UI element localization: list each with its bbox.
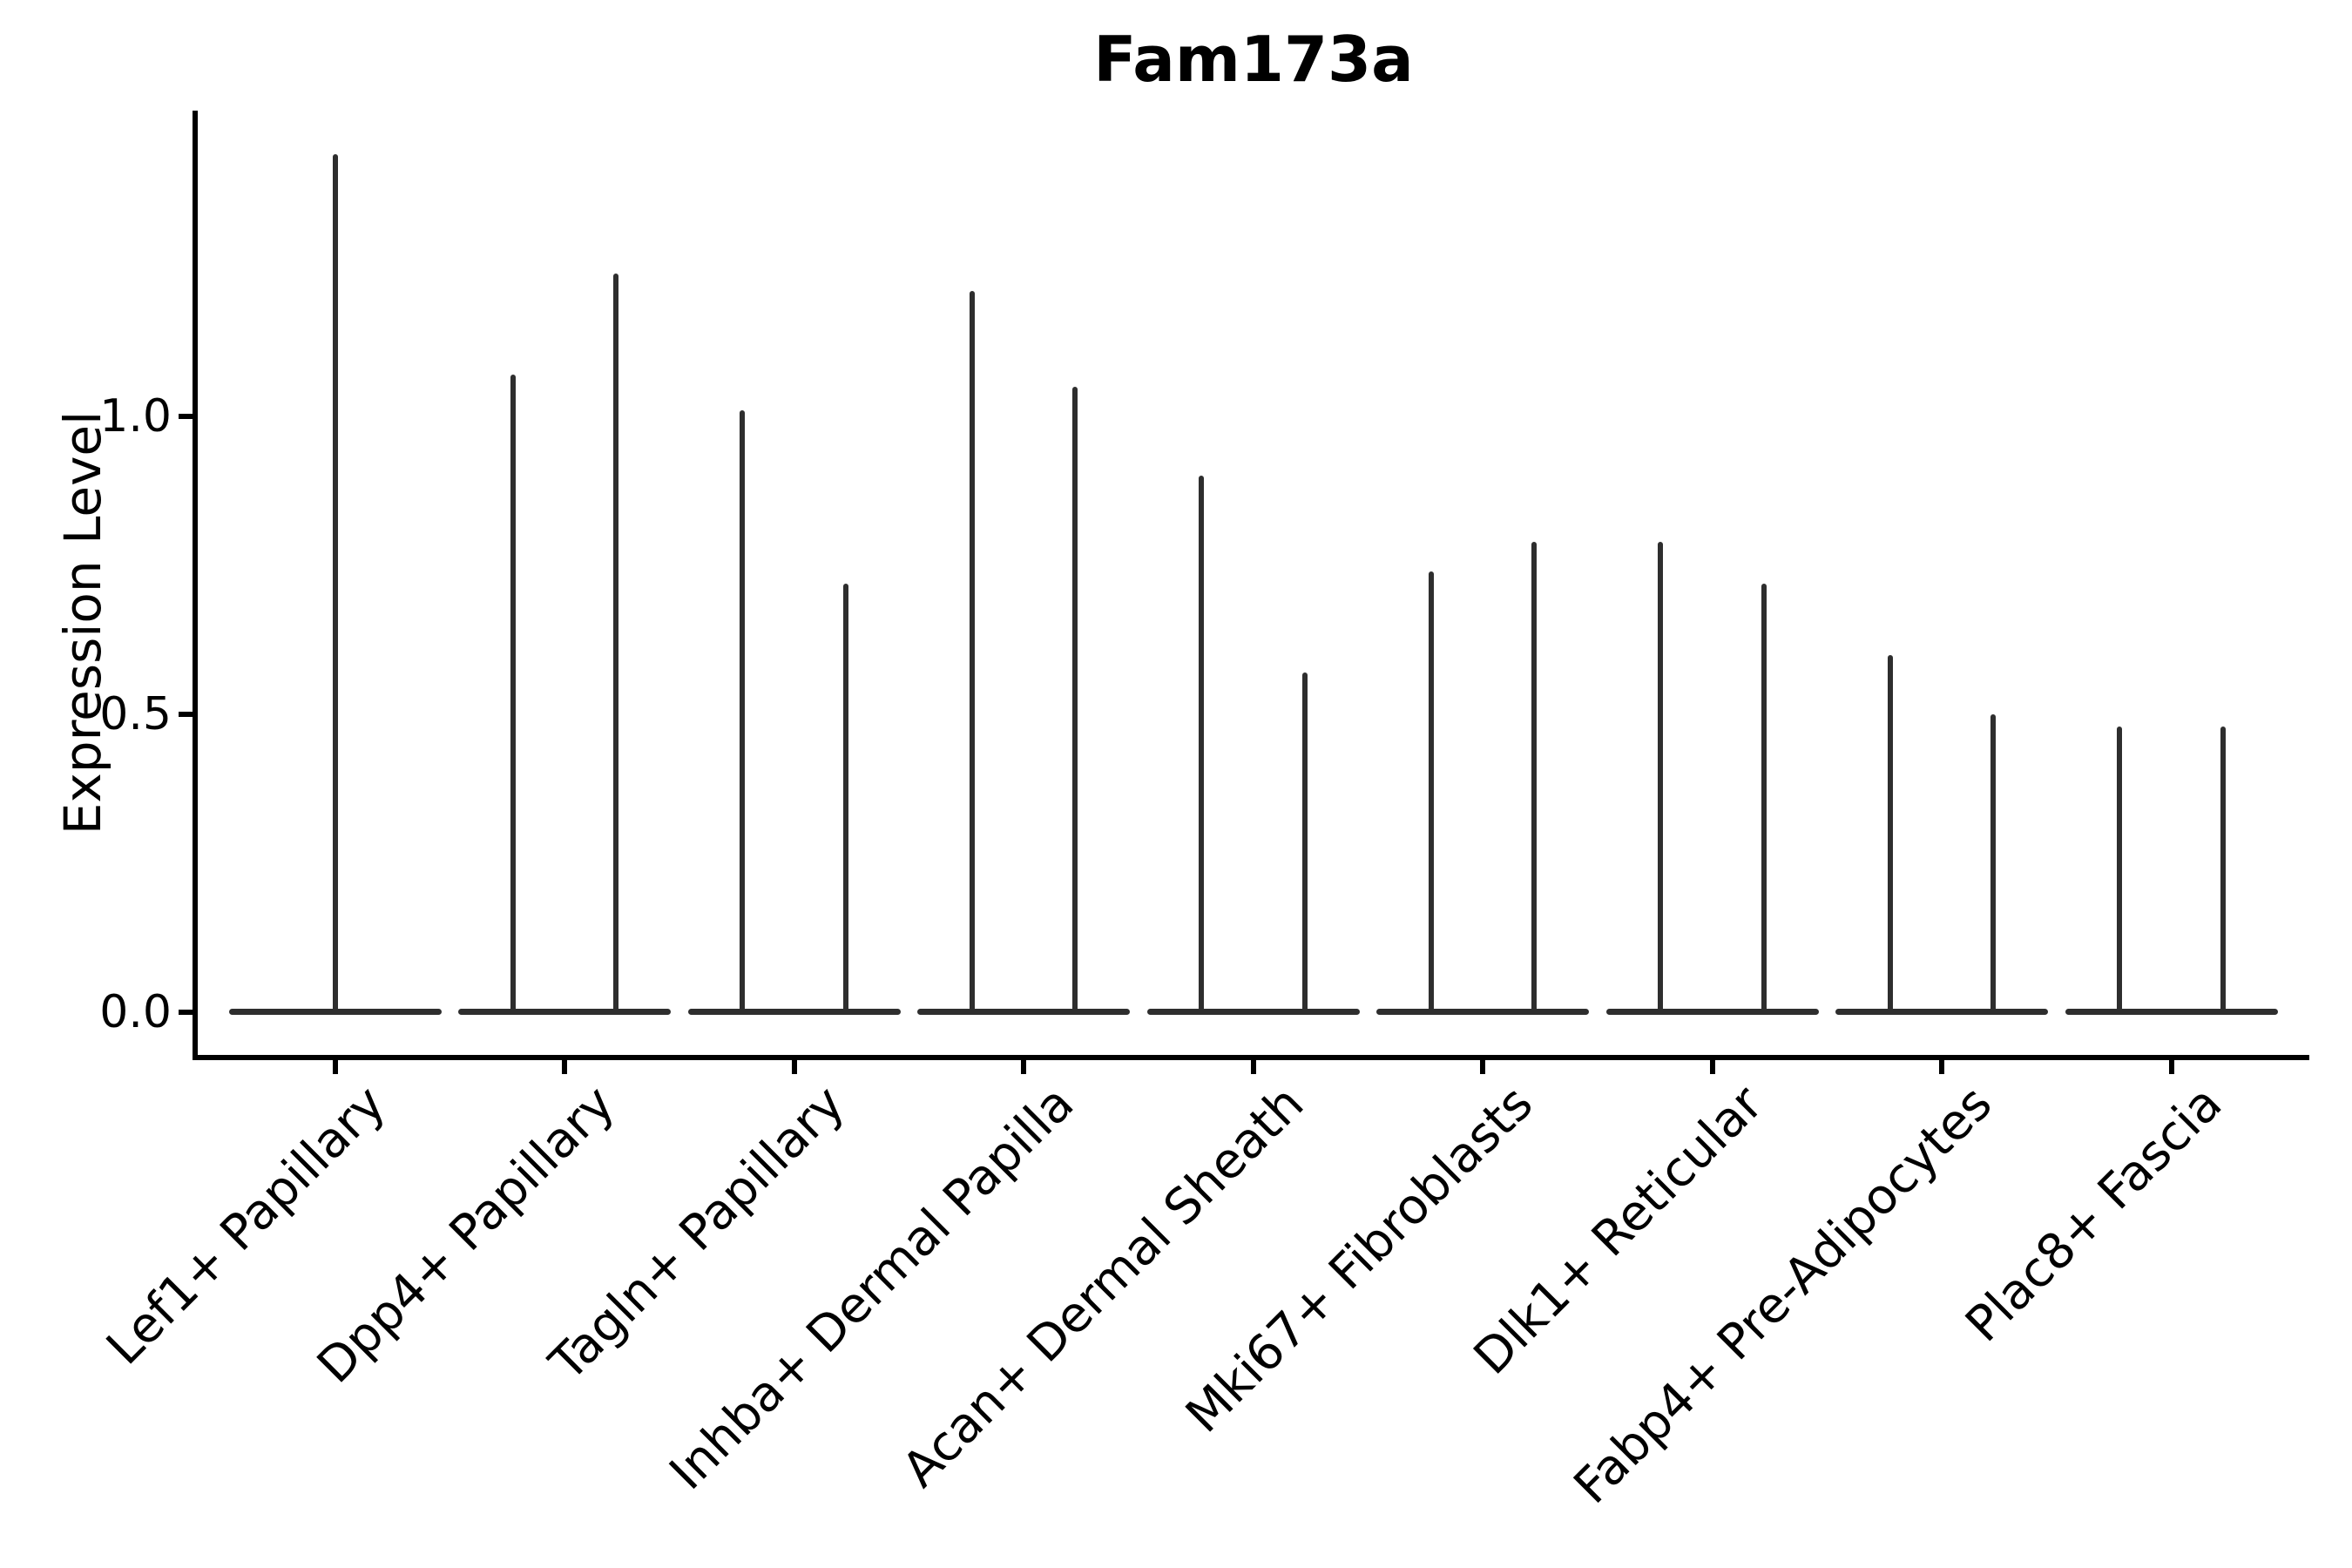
x-tick-label: Tagln+ Papillary	[538, 1075, 855, 1392]
x-tick-label: Plac8+ Fascia	[1954, 1075, 2233, 1354]
x-tick	[1709, 1060, 1715, 1074]
x-tick-label: Acan+ Dermal Sheath	[891, 1075, 1315, 1498]
violin-base	[687, 1008, 901, 1015]
y-tick	[179, 712, 193, 717]
violin-base	[1146, 1008, 1360, 1015]
x-tick-label: Inhba+ Dermal Papilla	[659, 1075, 1085, 1501]
x-tick-label: Fabp4+ Pre-Adipocytes	[1563, 1075, 2004, 1515]
y-tick-label: 0.5	[99, 688, 172, 740]
violin-base	[1835, 1008, 2048, 1015]
violin-base	[1376, 1008, 1589, 1015]
x-tick	[1250, 1060, 1256, 1074]
violin-base	[2065, 1008, 2278, 1015]
violin-base	[917, 1008, 1130, 1015]
y-tick-label: 1.0	[99, 390, 172, 443]
violin-spike	[842, 583, 848, 1012]
violin-spike	[1199, 476, 1205, 1012]
violin-base	[1605, 1008, 1819, 1015]
plot-title: Fam173a	[1093, 23, 1414, 96]
x-tick	[332, 1060, 338, 1074]
y-tick	[179, 1010, 193, 1015]
violin-spike	[1761, 583, 1767, 1012]
violin-spike	[2220, 726, 2226, 1012]
y-axis-spine	[193, 111, 198, 1060]
violin-spike	[969, 291, 975, 1012]
y-tick	[179, 414, 193, 419]
x-axis-spine	[193, 1055, 2309, 1060]
x-tick	[1480, 1060, 1485, 1074]
violin-spike	[1072, 386, 1078, 1012]
x-tick	[2168, 1060, 2174, 1074]
violin-base	[458, 1008, 671, 1015]
violin-spike	[1990, 714, 1997, 1012]
violin-spike	[740, 410, 746, 1012]
violin-spike	[1301, 672, 1308, 1012]
violin-spike	[1887, 654, 1893, 1012]
x-tick-label: Dlk1+ Reticular	[1463, 1075, 1774, 1386]
x-tick	[1021, 1060, 1026, 1074]
violin-spike	[1428, 571, 1434, 1012]
violin-spike	[1658, 541, 1664, 1012]
x-tick	[791, 1060, 797, 1074]
violin-spike	[510, 375, 516, 1012]
x-tick	[562, 1060, 567, 1074]
violin-spike	[332, 154, 338, 1012]
y-tick-label: 0.0	[99, 986, 172, 1038]
x-tick-label: Dpp4+ Papillary	[307, 1075, 626, 1395]
x-tick	[1939, 1060, 1944, 1074]
violin-spike	[613, 273, 619, 1012]
x-tick-label: Mki67+ Fibroblasts	[1175, 1075, 1544, 1444]
violin-spike	[1531, 541, 1538, 1012]
y-axis-label: Expression Level	[53, 410, 112, 835]
violin-spike	[2117, 726, 2123, 1012]
